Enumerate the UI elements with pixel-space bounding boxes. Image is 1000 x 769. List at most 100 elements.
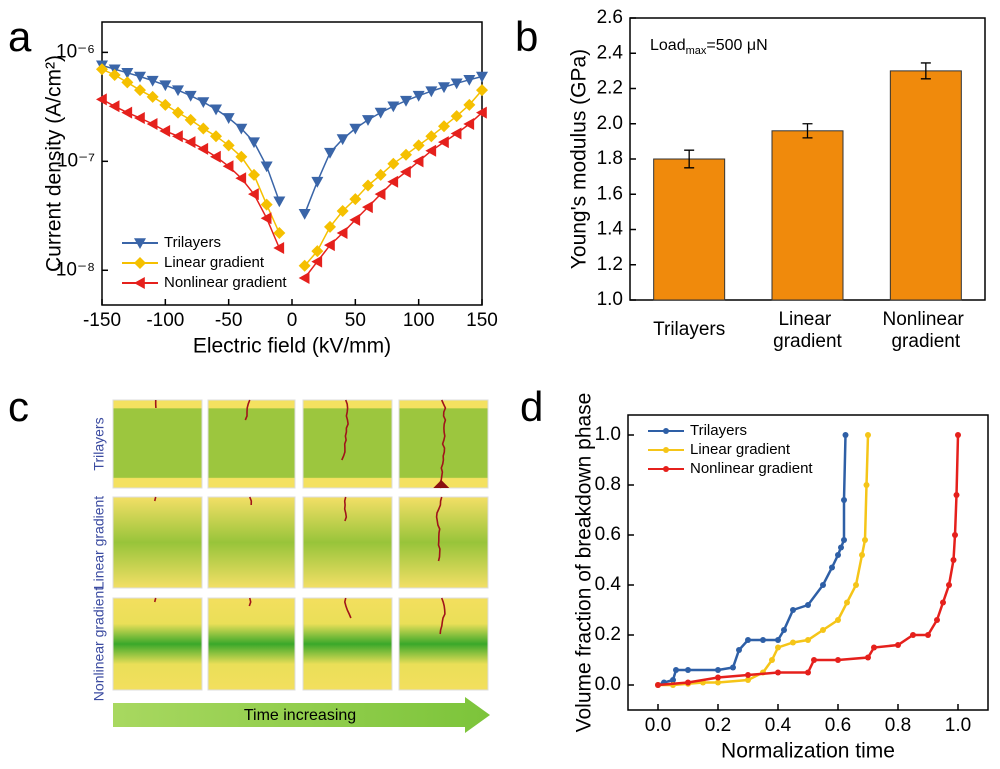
time-arrow [113, 697, 490, 733]
point [184, 113, 197, 126]
y-tick-label: 10⁻⁶ [56, 41, 95, 62]
annotation-part: =500 μN [706, 37, 767, 54]
x-tick-label: 0.4 [765, 715, 792, 736]
point [715, 679, 721, 686]
panel-label: a [8, 13, 32, 60]
x-tick-label: 50 [345, 310, 366, 331]
legend-label: Nonlinear gradient [164, 274, 287, 291]
series-line [101, 64, 483, 215]
y-tick-label: 1.2 [597, 254, 623, 275]
x-tick-label: 1.0 [945, 715, 971, 736]
point [197, 122, 210, 135]
point [146, 118, 158, 131]
crack [249, 496, 253, 506]
y-tick-label: 0.6 [595, 524, 621, 545]
point [463, 75, 476, 86]
y-axis-title: Young's modulus (GPa) [568, 49, 591, 269]
plot-frame [101, 21, 483, 306]
point [835, 617, 841, 623]
point [476, 84, 488, 97]
point [349, 213, 361, 226]
y-tick-label: 10⁻⁸ [56, 259, 95, 280]
point [400, 148, 412, 161]
panel-label: d [520, 383, 543, 430]
crack-base [433, 480, 450, 488]
y-tick-label: 1.6 [597, 183, 623, 204]
point [222, 139, 235, 152]
crack [248, 597, 252, 607]
x-tick-label: Nonlinear gradient [883, 309, 970, 352]
point [172, 106, 184, 119]
arrow-label: Time increasing [244, 707, 356, 724]
point [865, 432, 871, 438]
point [324, 147, 336, 159]
x-tick-label: 0 [287, 310, 298, 331]
point [197, 142, 209, 155]
bar [889, 70, 962, 301]
point [859, 552, 865, 558]
point [895, 642, 901, 648]
point [235, 172, 247, 185]
point [940, 599, 946, 606]
point [134, 111, 145, 124]
point [425, 86, 438, 98]
cell [398, 496, 489, 589]
point [349, 123, 362, 135]
point [438, 120, 450, 133]
point [955, 432, 961, 438]
cell [398, 597, 489, 691]
annotation-part: Load [650, 37, 686, 54]
point [387, 175, 399, 188]
series-line [101, 68, 483, 267]
row-label: Nonlinear gradient [91, 587, 107, 702]
point [159, 80, 172, 92]
point [273, 196, 286, 208]
legend-marker [134, 238, 146, 249]
y-tick-label: 2.6 [597, 7, 623, 28]
point [336, 226, 348, 239]
y-tick-label: 1.4 [597, 219, 624, 240]
crack [439, 597, 446, 635]
crack [244, 399, 251, 421]
point [760, 637, 766, 643]
legend-label: Linear gradient [164, 254, 265, 271]
error-bar [684, 149, 695, 169]
annotation: Loadmax=500 μN [650, 37, 768, 57]
legend-label: Linear gradient [690, 441, 791, 458]
y-tick-label: 0.8 [595, 474, 621, 495]
point [736, 647, 742, 653]
cell [302, 399, 393, 489]
point [745, 637, 751, 643]
point [673, 667, 679, 673]
point [841, 537, 847, 543]
point [715, 674, 721, 681]
y-tick-label: 10⁻⁷ [57, 150, 95, 171]
point [210, 104, 222, 116]
point [775, 644, 781, 651]
point [374, 188, 386, 201]
point [769, 657, 775, 663]
point [362, 201, 373, 214]
point [184, 136, 196, 149]
point [952, 532, 958, 538]
point [865, 654, 871, 661]
point [248, 168, 260, 181]
point [374, 168, 387, 181]
point [450, 127, 462, 140]
point [412, 155, 424, 168]
point [159, 124, 171, 137]
y-tick-label: 1.0 [595, 424, 621, 445]
point [260, 198, 273, 211]
point [311, 255, 323, 268]
cell [112, 597, 203, 691]
diagram: c Time increasing Trilayers Linear gradie… [8, 383, 490, 733]
point [811, 657, 817, 663]
crack [435, 496, 443, 562]
point [324, 220, 336, 233]
crack [343, 597, 352, 619]
bar [653, 158, 726, 301]
point [838, 544, 844, 551]
row-label: Linear gradient [91, 496, 107, 590]
point [925, 632, 931, 638]
